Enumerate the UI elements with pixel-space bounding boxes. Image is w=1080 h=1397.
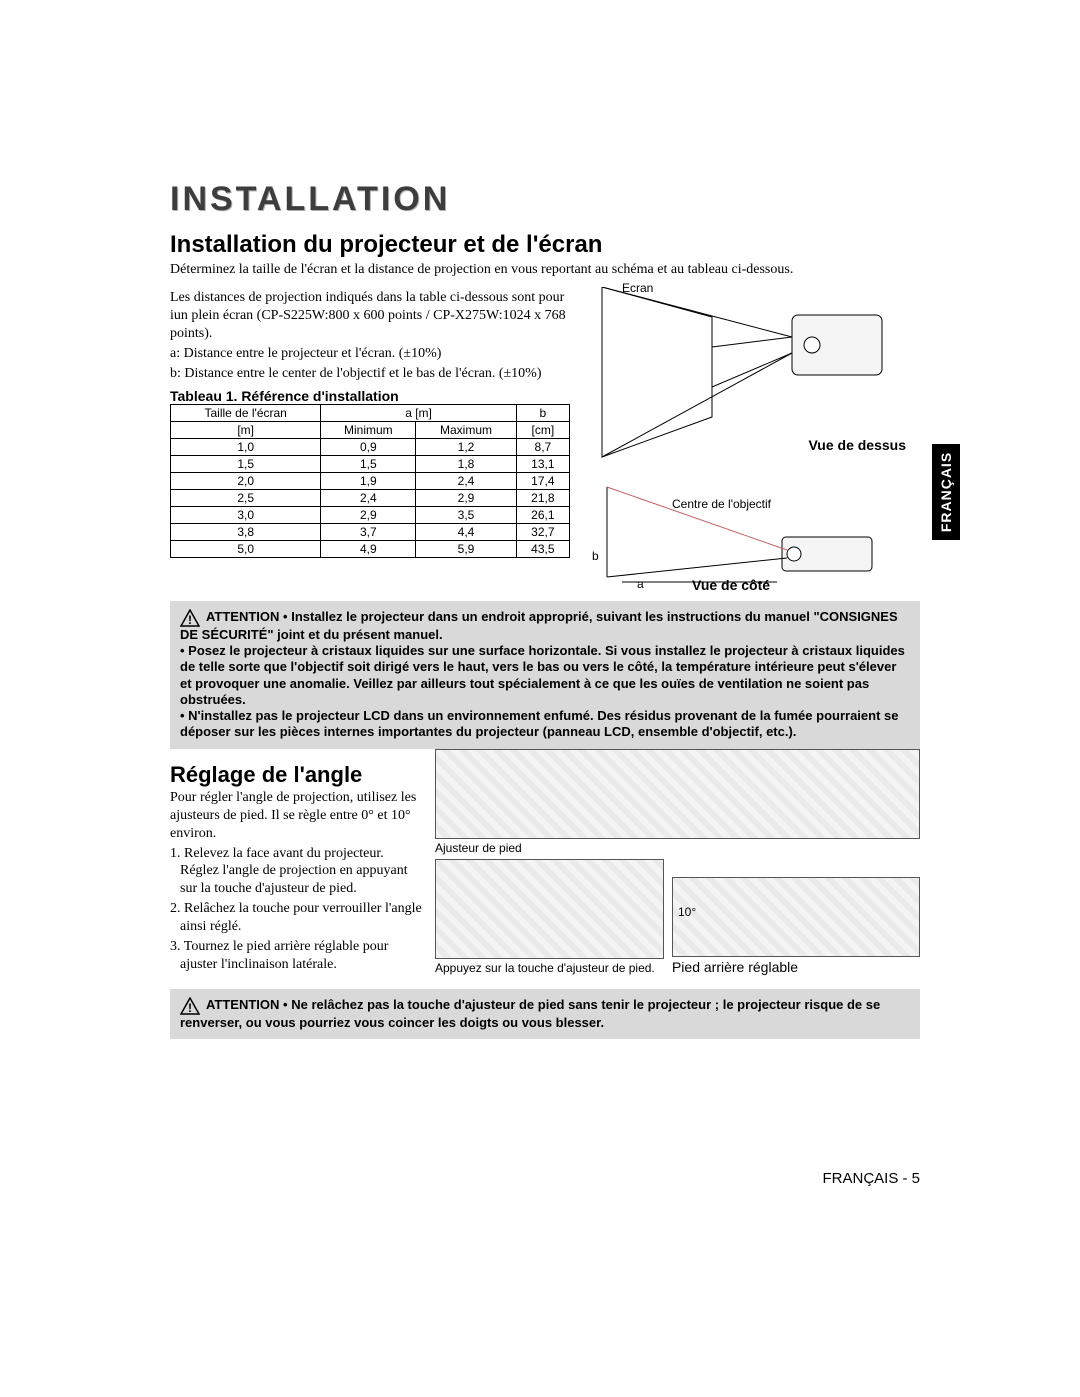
table-cell: 4,9 (321, 541, 416, 558)
table-cell: 2,9 (321, 507, 416, 524)
tilt-illustration (672, 877, 920, 957)
centre-label: Centre de l'objectif (672, 497, 771, 511)
th-screen: Taille de l'écran (171, 405, 321, 422)
page-title: INSTALLATION (170, 180, 920, 219)
line-a: a: Distance entre le projecteur et l'écr… (170, 345, 570, 363)
sub-min: Minimum (321, 422, 416, 439)
side-view-label: Vue de côté (692, 577, 770, 593)
table-cell: 43,5 (516, 541, 569, 558)
attention2-text: • Ne relâchez pas la touche d'ajusteur d… (180, 997, 880, 1030)
svg-text:!: ! (188, 613, 192, 627)
step1: 1. Relevez la face avant du projecteur. … (170, 845, 425, 899)
table-row: 2,52,42,921,8 (171, 490, 570, 507)
table-cell: 5,0 (171, 541, 321, 558)
sub-cm: [cm] (516, 422, 569, 439)
table-cell: 3,5 (416, 507, 516, 524)
section2-intro: Pour régler l'angle de projection, utili… (170, 789, 425, 843)
table-cell: 1,8 (416, 456, 516, 473)
appuyez-label: Appuyez sur la touche d'ajusteur de pied… (435, 961, 664, 975)
table-header-row: Taille de l'écran a [m] b (171, 405, 570, 422)
table-cell: 3,0 (171, 507, 321, 524)
section1-intro: Déterminez la taille de l'écran et la di… (170, 261, 920, 279)
page-footer: FRANÇAIS - 5 (822, 1170, 920, 1187)
table-cell: 4,4 (416, 524, 516, 541)
table-cell: 13,1 (516, 456, 569, 473)
step2: 2. Relâchez la touche pour verrouiller l… (170, 900, 425, 936)
table-cell: 8,7 (516, 439, 569, 456)
table-row: 1,00,91,28,7 (171, 439, 570, 456)
table-cell: 2,9 (416, 490, 516, 507)
table-cell: 1,0 (171, 439, 321, 456)
table-cell: 2,5 (171, 490, 321, 507)
table-row: 3,02,93,526,1 (171, 507, 570, 524)
table-cell: 32,7 (516, 524, 569, 541)
th-a: a [m] (321, 405, 516, 422)
language-tab: FRANÇAIS (932, 444, 960, 540)
table-cell: 3,8 (171, 524, 321, 541)
table-cell: 1,2 (416, 439, 516, 456)
distances-text: Les distances de projection indiqués dan… (170, 289, 570, 343)
installation-table: Taille de l'écran a [m] b [m] Minimum Ma… (170, 404, 570, 558)
attention-box-1: ! ATTENTION • Installez le projecteur da… (170, 601, 920, 749)
ecran-label: Ecran (622, 281, 653, 295)
table-title: Tableau 1. Référence d'installation (170, 388, 570, 404)
table-cell: 3,7 (321, 524, 416, 541)
ajusteur-label: Ajusteur de pied (435, 841, 920, 855)
section2-heading: Réglage de l'angle (170, 763, 425, 787)
table-cell: 2,4 (321, 490, 416, 507)
table-cell: 0,9 (321, 439, 416, 456)
table-cell: 2,0 (171, 473, 321, 490)
projector-front-illustration (435, 749, 920, 839)
table-row: 2,01,92,417,4 (171, 473, 570, 490)
table-row: 3,83,74,432,7 (171, 524, 570, 541)
table-cell: 1,9 (321, 473, 416, 490)
line-b: b: Distance entre le center de l'objecti… (170, 365, 570, 383)
press-button-illustration (435, 859, 664, 959)
svg-text:!: ! (188, 1001, 192, 1015)
projection-diagram: Ecran Vue de dessus Centre de l'objectif… (582, 287, 902, 587)
table-cell: 1,5 (321, 456, 416, 473)
table-row: 5,04,95,943,5 (171, 541, 570, 558)
a-label: a (637, 577, 644, 591)
table-cell: 2,4 (416, 473, 516, 490)
b-label: b (592, 549, 599, 563)
attention1-text: • Installez le projecteur dans un endroi… (180, 609, 905, 740)
table-subheader-row: [m] Minimum Maximum [cm] (171, 422, 570, 439)
section1-heading: Installation du projecteur et de l'écran (170, 231, 920, 259)
table-cell: 17,4 (516, 473, 569, 490)
attention1-lead: ATTENTION (206, 609, 279, 624)
sub-m: [m] (171, 422, 321, 439)
table-row: 1,51,51,813,1 (171, 456, 570, 473)
table-cell: 1,5 (171, 456, 321, 473)
language-tab-label: FRANÇAIS (938, 452, 954, 532)
table-cell: 26,1 (516, 507, 569, 524)
th-b: b (516, 405, 569, 422)
sub-max: Maximum (416, 422, 516, 439)
attention2-lead: ATTENTION (206, 997, 279, 1012)
table-cell: 5,9 (416, 541, 516, 558)
warning-icon: ! (180, 609, 200, 627)
ten-deg-label: 10° (678, 905, 696, 919)
pied-arriere-label: Pied arrière réglable (672, 959, 920, 975)
table-cell: 21,8 (516, 490, 569, 507)
warning-icon: ! (180, 997, 200, 1015)
attention-box-2: ! ATTENTION • Ne relâchez pas la touche … (170, 989, 920, 1039)
top-view-label: Vue de dessus (808, 437, 906, 453)
step3: 3. Tournez le pied arrière réglable pour… (170, 938, 425, 974)
